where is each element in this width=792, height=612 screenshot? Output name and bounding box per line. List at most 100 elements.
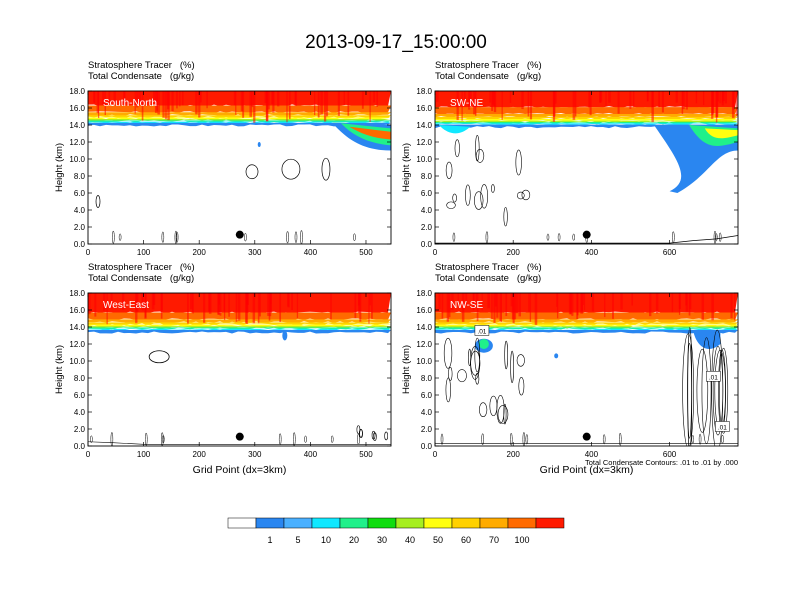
- condensate-contour: [281, 158, 301, 180]
- tracer-streak: [463, 91, 466, 105]
- x-tick-label: 400: [304, 450, 318, 459]
- tracer-streak: [695, 91, 698, 104]
- tracer-streak: [347, 91, 350, 116]
- condensate-contour: [470, 346, 481, 380]
- tracer-streak: [629, 91, 632, 109]
- tracer-streak: [206, 91, 208, 109]
- tracer-streak: [534, 293, 538, 325]
- tracer-streak: [373, 91, 376, 103]
- tracer-band: [88, 328, 391, 331]
- y-tick-label: 6.0: [421, 189, 433, 198]
- plot-frame: [434, 90, 739, 245]
- tracer-streak: [582, 293, 585, 305]
- figure-title: 2013-09-17_15:00:00: [305, 32, 487, 53]
- panel-subtitle: Stratosphere Tracer (%) Total Condensate …: [88, 60, 195, 82]
- location-dot: [235, 230, 244, 239]
- condensate-contour: [304, 435, 307, 443]
- tracer-streak: [685, 91, 688, 110]
- tracer-streak: [604, 293, 606, 318]
- tracer-streak: [571, 293, 574, 316]
- condensate-contour: [516, 354, 525, 367]
- condensate-contour: [446, 201, 456, 209]
- tracer-streak: [620, 293, 623, 310]
- condensate-contour: [672, 231, 675, 244]
- tracer-streak: [277, 91, 280, 107]
- tracer-streak: [106, 293, 108, 325]
- tracer-streak: [152, 293, 156, 306]
- tracer-streak: [88, 293, 91, 315]
- x-tick-label: 0: [86, 248, 91, 257]
- tracer-streak: [456, 91, 459, 121]
- colorbar-swatch: [255, 517, 285, 529]
- tracer-streak: [138, 91, 142, 104]
- y-tick-label: 12.0: [416, 138, 432, 147]
- tracer-streak: [556, 293, 558, 307]
- tracer-streak: [237, 293, 241, 321]
- condensate-contour: [144, 432, 148, 446]
- y-tick-label: 6.0: [74, 189, 86, 198]
- tracer-streak: [242, 91, 245, 118]
- tracer-streak: [461, 91, 463, 121]
- colorbar-swatch: [451, 517, 481, 529]
- condensate-contour: [503, 207, 508, 227]
- condensate-contour: [112, 230, 115, 244]
- x-tick-label: 100: [137, 450, 151, 459]
- tracer-streak: [689, 293, 692, 310]
- tracer-streak: [617, 91, 620, 114]
- tracer-streak: [608, 91, 611, 103]
- tracer-streak: [264, 91, 268, 104]
- condensate-contour: [546, 233, 550, 241]
- tracer-blob: [257, 142, 261, 148]
- tracer-streak: [446, 293, 450, 322]
- tracer-streak: [123, 91, 126, 104]
- tracer-streak: [253, 91, 256, 123]
- condensate-contour: [602, 434, 606, 445]
- tracer-streak: [513, 293, 517, 320]
- y-tick-label: 2.0: [421, 425, 433, 434]
- tracer-streak: [583, 293, 586, 311]
- tracer-streak: [678, 293, 681, 310]
- tracer-streak: [612, 293, 614, 319]
- colorbar-label: 10: [321, 535, 331, 545]
- panel-label: West-East: [103, 300, 149, 311]
- tracer-streak: [472, 293, 475, 310]
- tracer-streak: [469, 91, 472, 106]
- location-dot: [582, 230, 591, 239]
- tracer-streak: [570, 293, 572, 315]
- tracer-streak: [323, 91, 327, 122]
- location-dot: [235, 432, 244, 441]
- tracer-streak: [481, 293, 483, 311]
- tracer-streak: [162, 91, 165, 118]
- y-tick-label: 6.0: [421, 391, 433, 400]
- condensate-contour: [148, 350, 170, 364]
- y-tick-label: 4.0: [421, 408, 433, 417]
- y-tick-label: 0.0: [421, 240, 433, 249]
- tracer-streak: [189, 293, 193, 310]
- contour-label: .01: [709, 374, 718, 381]
- tracer-streak: [494, 293, 497, 307]
- y-tick-label: 16.0: [416, 306, 432, 315]
- tracer-streak: [294, 91, 298, 106]
- y-tick-label: 10.0: [69, 357, 85, 366]
- panel-subtitle-line: Stratosphere Tracer (%): [88, 60, 195, 71]
- y-tick-label: 8.0: [421, 374, 433, 383]
- colorbar-label: 20: [349, 535, 359, 545]
- tracer-streak: [599, 91, 602, 104]
- tracer-streak: [605, 91, 607, 106]
- tracer-streak: [144, 293, 147, 318]
- tracer-streak: [223, 293, 226, 321]
- condensate-contour: [321, 157, 331, 181]
- colorbar-swatch: [283, 517, 313, 529]
- tracer-streak: [671, 293, 674, 313]
- tracer-streak: [491, 91, 494, 111]
- tracer-streak: [94, 293, 97, 317]
- tracer-streak: [491, 293, 493, 320]
- tracer-streak: [108, 91, 111, 104]
- tracer-streak: [296, 293, 299, 318]
- tracer-streak: [468, 91, 471, 110]
- condensate-contour: [572, 233, 575, 241]
- condensate-contour: [330, 435, 334, 443]
- tracer-streak: [219, 293, 222, 316]
- tracer-streak: [361, 91, 364, 109]
